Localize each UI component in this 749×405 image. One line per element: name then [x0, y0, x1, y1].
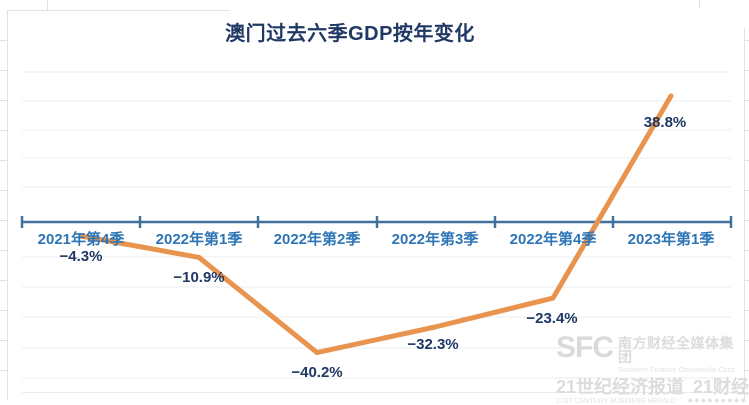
- x-axis-label: 2021年第4季: [37, 231, 125, 248]
- watermark-herald-name: 21世纪经济报道: [556, 377, 685, 397]
- data-point-label: −23.4%: [526, 310, 578, 327]
- x-axis-label: 2023年第1季: [627, 231, 715, 248]
- x-axis-label: 2022年第3季: [391, 231, 479, 248]
- watermark-brand-name: 21财经: [693, 377, 749, 397]
- data-point-label: −10.9%: [173, 269, 225, 286]
- x-axis-label: 2022年第1季: [155, 231, 243, 248]
- data-point-label: −32.3%: [407, 336, 459, 353]
- x-axis-label: 2022年第2季: [273, 231, 361, 248]
- data-point-label: −4.3%: [59, 248, 103, 265]
- data-point-label: −40.2%: [291, 364, 343, 381]
- data-point-label: 38.8%: [643, 114, 687, 131]
- watermark-dots: ◆◆◆◆◆◆◆◆◆: [687, 398, 748, 404]
- watermark-group-name: 南方财经全媒体集团: [618, 335, 734, 365]
- watermark-group-name-en: Southern Finance Omnimedia Corp.: [618, 367, 737, 374]
- watermark-herald-name-en: 21ST CENTURY BUSINESS HERALD: [556, 398, 676, 405]
- x-axis-label: 2022年第4季: [509, 231, 597, 248]
- watermark: SFC 南方财经全媒体集团 Southern Finance Omnimedia…: [556, 331, 749, 405]
- sfc-logo: SFC: [556, 331, 614, 364]
- chart-title: 澳门过去六季GDP按年变化: [225, 23, 475, 45]
- gdp-line-series: [78, 93, 674, 356]
